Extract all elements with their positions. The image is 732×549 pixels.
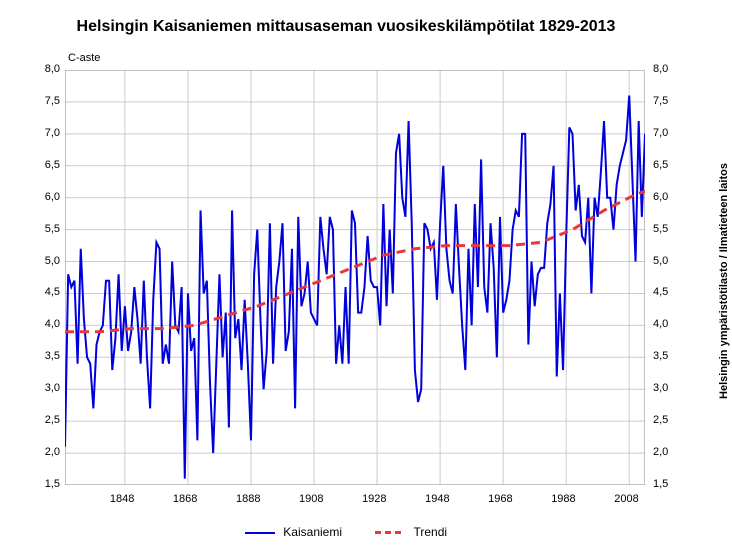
xtick: 1928 bbox=[362, 493, 386, 505]
legend: Kaisaniemi Trendi bbox=[0, 525, 692, 539]
ytick-left: 1,5 bbox=[45, 478, 60, 490]
ytick-left: 4,0 bbox=[45, 318, 60, 330]
xtick: 1988 bbox=[551, 493, 575, 505]
ytick-right: 3,5 bbox=[653, 350, 668, 362]
ytick-right: 5,5 bbox=[653, 223, 668, 235]
ytick-right: 6,5 bbox=[653, 159, 668, 171]
xtick: 1868 bbox=[173, 493, 197, 505]
ytick-right: 6,0 bbox=[653, 191, 668, 203]
ytick-right: 7,0 bbox=[653, 127, 668, 139]
xtick: 2008 bbox=[614, 493, 638, 505]
ytick-left: 7,5 bbox=[45, 95, 60, 107]
ytick-left: 5,0 bbox=[45, 255, 60, 267]
y-axis-label: C-aste bbox=[68, 52, 100, 64]
legend-series-label: Kaisaniemi bbox=[283, 525, 342, 539]
ytick-left: 7,0 bbox=[45, 127, 60, 139]
ytick-right: 4,5 bbox=[653, 286, 668, 298]
xtick: 1888 bbox=[236, 493, 260, 505]
legend-series: Kaisaniemi bbox=[245, 525, 342, 539]
legend-trend-label: Trendi bbox=[413, 525, 447, 539]
legend-trend: Trendi bbox=[375, 525, 447, 539]
xtick: 1968 bbox=[488, 493, 512, 505]
xtick: 1948 bbox=[425, 493, 449, 505]
ytick-right: 5,0 bbox=[653, 255, 668, 267]
ytick-left: 6,5 bbox=[45, 159, 60, 171]
xtick: 1908 bbox=[299, 493, 323, 505]
ytick-right: 4,0 bbox=[653, 318, 668, 330]
ytick-right: 1,5 bbox=[653, 478, 668, 490]
ytick-right: 8,0 bbox=[653, 63, 668, 75]
ytick-right: 3,0 bbox=[653, 382, 668, 394]
ytick-right: 2,0 bbox=[653, 446, 668, 458]
ytick-left: 2,0 bbox=[45, 446, 60, 458]
ytick-left: 3,5 bbox=[45, 350, 60, 362]
ytick-left: 5,5 bbox=[45, 223, 60, 235]
ytick-left: 3,0 bbox=[45, 382, 60, 394]
ytick-right: 2,5 bbox=[653, 414, 668, 426]
ytick-left: 4,5 bbox=[45, 286, 60, 298]
chart-title: Helsingin Kaisaniemen mittausaseman vuos… bbox=[0, 18, 692, 36]
ytick-left: 6,0 bbox=[45, 191, 60, 203]
ytick-left: 8,0 bbox=[45, 63, 60, 75]
ytick-right: 7,5 bbox=[653, 95, 668, 107]
chart-plot bbox=[65, 70, 645, 485]
xtick: 1848 bbox=[110, 493, 134, 505]
ytick-left: 2,5 bbox=[45, 414, 60, 426]
legend-trend-line bbox=[375, 531, 405, 534]
source-label: Helsingin ympäristötilasto / Ilmatieteen… bbox=[718, 163, 730, 399]
legend-series-line bbox=[245, 532, 275, 534]
